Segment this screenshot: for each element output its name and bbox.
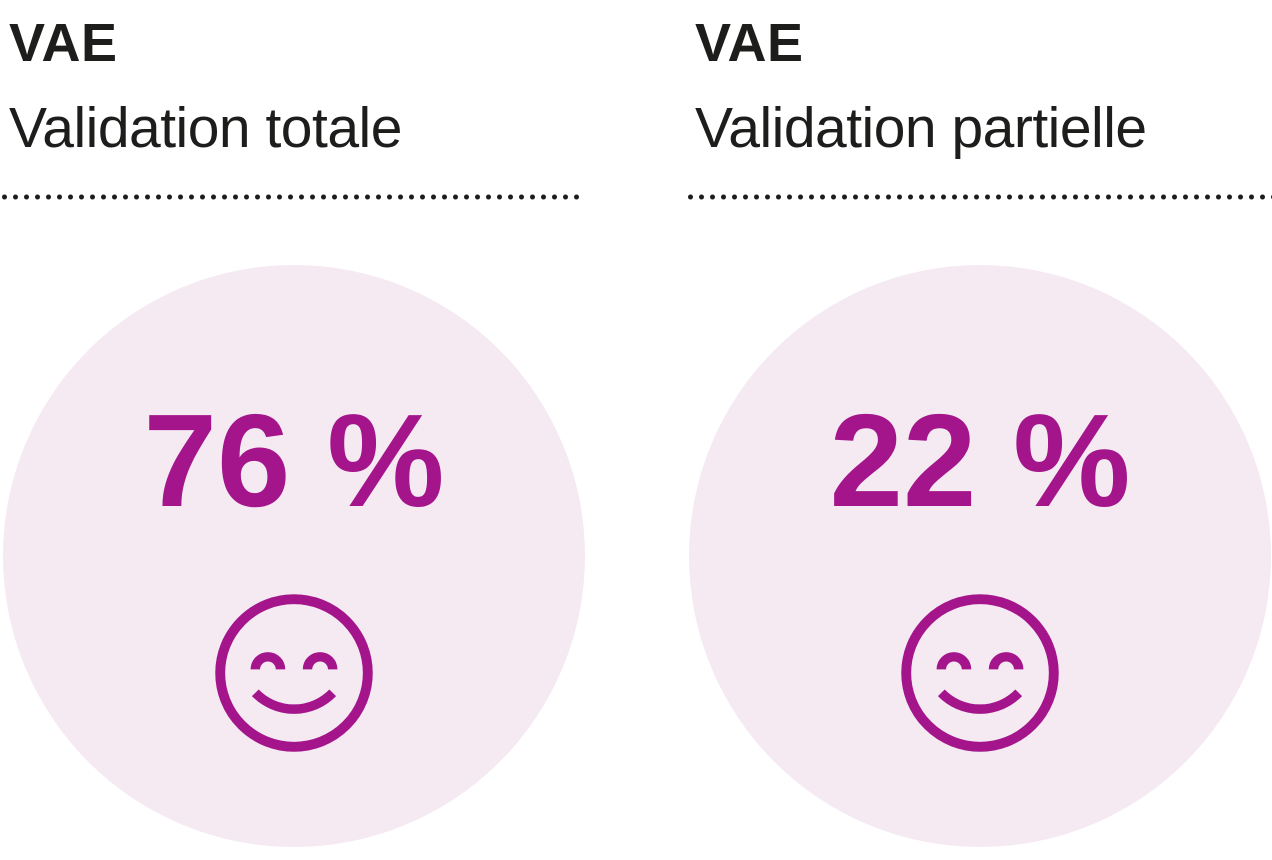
panel-subtitle: Validation partielle — [695, 96, 1147, 160]
panel-validation-totale: VAE Validation totale 76 % — [2, 0, 585, 860]
panel-subtitle: Validation totale — [9, 96, 402, 160]
stat-value: 76 % — [143, 387, 445, 534]
smiley-happy-icon — [215, 594, 373, 752]
dotted-divider — [688, 194, 1272, 200]
panel-validation-partielle: VAE Validation partielle 22 % — [688, 0, 1272, 860]
dotted-divider — [2, 194, 585, 200]
stat-circle: 76 % — [3, 265, 585, 847]
smiley-happy-icon — [901, 594, 1059, 752]
panel-title: VAE — [9, 13, 118, 73]
panel-title: VAE — [695, 13, 804, 73]
stat-circle: 22 % — [689, 265, 1271, 847]
stat-value: 22 % — [829, 387, 1131, 534]
